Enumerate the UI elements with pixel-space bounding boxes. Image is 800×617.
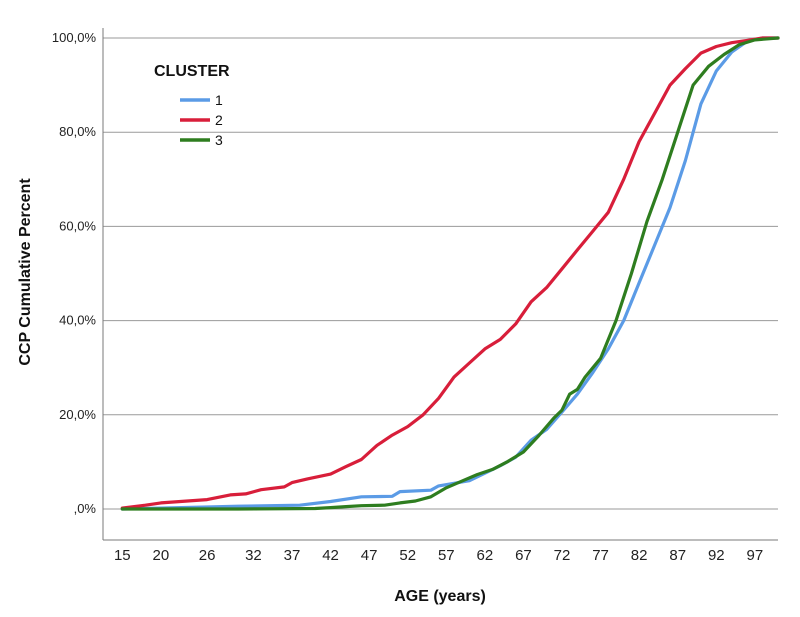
legend-label: 1: [215, 92, 223, 108]
y-tick-label: 80,0%: [59, 124, 96, 139]
y-axis-title: CCP Cumulative Percent: [17, 178, 34, 366]
x-tick-label: 15: [114, 547, 131, 564]
x-tick-label: 37: [284, 547, 301, 564]
x-tick-label: 47: [361, 547, 378, 564]
x-tick-label: 57: [438, 547, 455, 564]
series-lines: [120, 36, 780, 511]
series-line-2: [120, 36, 780, 510]
x-tick-label: 77: [592, 547, 609, 564]
series-line-1: [120, 36, 780, 511]
x-axis-title: AGE (years): [394, 588, 486, 605]
x-tick-label: 32: [245, 547, 262, 564]
legend-label: 2: [215, 112, 223, 128]
legend-label: 3: [215, 132, 223, 148]
x-tick-label: 72: [554, 547, 571, 564]
y-tick-label: 60,0%: [59, 218, 96, 233]
y-tick-label: 100,0%: [52, 30, 97, 45]
x-tick-label: 82: [631, 547, 648, 564]
x-tick-label: 52: [399, 547, 416, 564]
x-tick-label: 62: [477, 547, 494, 564]
x-tick-label: 92: [708, 547, 725, 564]
series-line-3: [120, 36, 780, 511]
x-tick-label: 87: [669, 547, 686, 564]
axes: [102, 28, 778, 541]
x-tick-label: 97: [747, 547, 764, 564]
gridlines: [103, 37, 778, 510]
legend-title: CLUSTER: [154, 63, 230, 80]
y-tick-label: 40,0%: [59, 313, 96, 328]
y-tick-label: 20,0%: [59, 407, 96, 422]
x-tick-label: 26: [199, 547, 216, 564]
y-tick-label: ,0%: [74, 501, 97, 516]
x-tick-labels: 15 20 26 32 37 42 47 52 57 62 67 72 77 82 87 92 97: [114, 547, 763, 564]
y-tick-labels: ,0% 20,0% 40,0% 60,0% 80,0% 100,0%: [52, 30, 97, 516]
x-tick-label: 67: [515, 547, 532, 564]
x-tick-label: 42: [322, 547, 339, 564]
x-tick-label: 20: [153, 547, 170, 564]
legend: CLUSTER 1 2 3: [154, 63, 230, 148]
